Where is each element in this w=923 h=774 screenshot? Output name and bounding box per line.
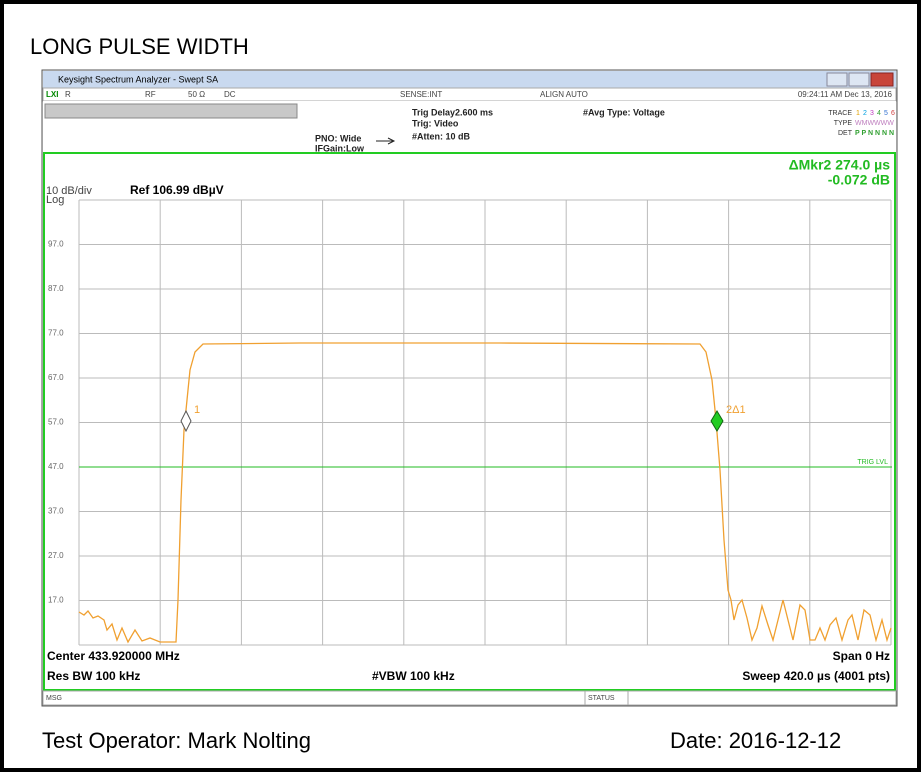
y-label: 17.0 [48, 596, 64, 605]
arrow-icon [376, 137, 396, 145]
titlebar [43, 71, 896, 88]
msg: MSG [46, 695, 62, 702]
det-value: P P N N N N [855, 130, 894, 137]
trig-delay: Trig Delay2.600 ms [412, 107, 493, 117]
y-label: 67.0 [48, 373, 64, 382]
y-label: 27.0 [48, 551, 64, 560]
y-label: 87.0 [48, 284, 64, 293]
avg-type: #Avg Type: Voltage [583, 107, 665, 117]
marker-value: -0.072 dB [828, 172, 890, 188]
center: Center 433.920000 MHz [47, 649, 180, 663]
trace-num: 5 [884, 110, 888, 117]
y-label: 47.0 [48, 462, 64, 471]
rf: RF [145, 90, 156, 99]
det-label: DET [838, 130, 853, 137]
trace-num: 6 [891, 110, 895, 117]
type-value: WMWWWW [855, 120, 894, 127]
marker-1[interactable] [180, 409, 192, 433]
pno: PNO: Wide [315, 133, 361, 143]
marker-readout: ΔMkr2 274.0 µs [789, 157, 891, 173]
coupling: DC [224, 90, 236, 99]
display [43, 152, 896, 691]
scale: 10 dB/div [46, 185, 92, 197]
y-label: 57.0 [48, 418, 64, 427]
vbw: #VBW 100 kHz [372, 669, 455, 683]
marker-2-label: 2Δ1 [726, 404, 746, 416]
datetime: 09:24:11 AM Dec 13, 2016 [798, 90, 893, 99]
ref: Ref 106.99 dBµV [130, 183, 224, 197]
minimize[interactable] [826, 72, 848, 87]
trace-num: 3 [870, 110, 874, 117]
y-label: 77.0 [48, 329, 64, 338]
marker-2[interactable] [710, 410, 724, 432]
atten: #Atten: 10 dB [412, 131, 471, 141]
window-title: Keysight Spectrum Analyzer - Swept SA [58, 74, 218, 84]
span: Span 0 Hz [833, 649, 890, 663]
page-title: LONG PULSE WIDTH [30, 34, 249, 59]
trig-lvl: TRIG LVL [857, 459, 888, 466]
impedance: 50 Ω [188, 90, 205, 99]
status-row [42, 87, 897, 102]
trace-num: 2 [863, 110, 867, 117]
maximize[interactable] [848, 72, 870, 87]
marker-1-label: 1 [194, 404, 200, 416]
res-bw: Res BW 100 kHz [47, 669, 140, 683]
trace-num: 4 [877, 110, 881, 117]
trace-num: 1 [856, 110, 860, 117]
y-label: 97.0 [48, 240, 64, 249]
type-label: TYPE [834, 120, 853, 127]
align: ALIGN AUTO [540, 90, 588, 99]
r: R [65, 90, 71, 99]
statusbar [42, 690, 897, 706]
ifgain: IFGain:Low [315, 143, 365, 153]
trig: Trig: Video [412, 118, 459, 128]
entry-bar [44, 103, 298, 119]
trace-label: TRACE [828, 110, 852, 117]
y-labels: 97.0 87.0 77.0 67.0 57.0 47.0 37.0 27.0 17.0 [48, 240, 64, 605]
trace [78, 342, 892, 644]
lxi: LXI [46, 90, 58, 99]
operator: Test Operator: Mark Nolting [42, 728, 311, 753]
status: STATUS [588, 695, 615, 702]
y-label: 37.0 [48, 507, 64, 516]
sweep: Sweep 420.0 µs (4001 pts) [742, 669, 890, 683]
date: Date: 2016-12-12 [670, 728, 841, 753]
sense: SENSE:INT [400, 90, 442, 99]
close[interactable] [870, 72, 894, 87]
log: Log [46, 194, 64, 206]
